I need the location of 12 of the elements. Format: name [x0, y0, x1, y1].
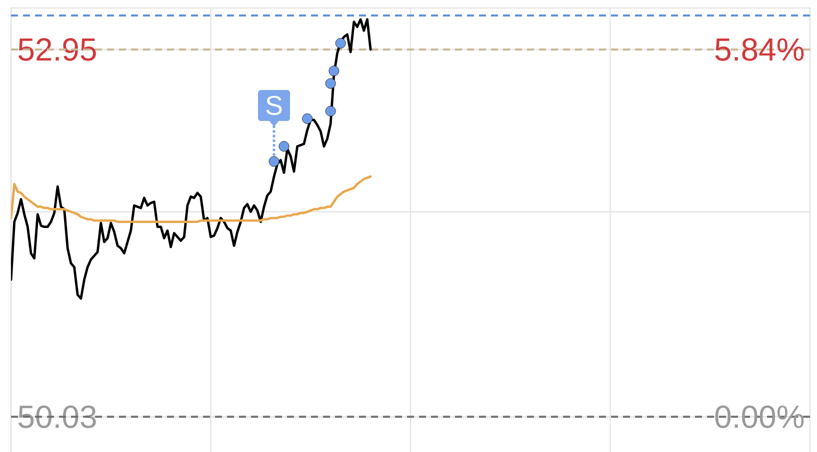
y2-tick-label: 5.84%	[715, 38, 804, 61]
point	[278, 141, 290, 152]
point	[335, 38, 346, 48]
annotation: S	[266, 96, 282, 115]
y-tick-label: 52.95	[18, 38, 96, 61]
point	[325, 78, 336, 89]
point	[268, 156, 280, 167]
point	[302, 113, 312, 124]
y-tick-label: 50.03	[18, 405, 96, 428]
point	[325, 106, 336, 116]
point	[328, 66, 340, 76]
y2-tick-label: 0.00%	[715, 405, 804, 428]
